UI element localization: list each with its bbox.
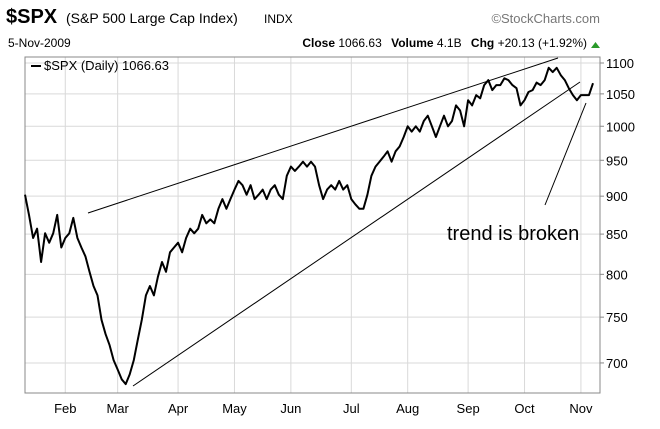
price-line xyxy=(24,66,594,386)
x-tick-label: Mar xyxy=(106,401,129,416)
y-tick-label: 850 xyxy=(606,227,628,242)
x-tick-label: Jun xyxy=(280,401,301,416)
source: ©StockCharts.com xyxy=(491,11,600,26)
exchange: INDX xyxy=(264,12,293,26)
annotation-pointer xyxy=(544,102,587,206)
volume: 4.1B xyxy=(437,36,462,50)
x-tick-label: Sep xyxy=(457,401,480,416)
plot-area xyxy=(25,57,600,393)
symbol: $SPX xyxy=(6,6,58,28)
y-tick-label: 800 xyxy=(606,267,628,282)
chg: +20.13 (+1.92%) xyxy=(498,36,587,50)
y-tick-label: 900 xyxy=(606,189,628,204)
close: 1066.63 xyxy=(338,36,382,50)
date: 5-Nov-2009 xyxy=(8,36,71,50)
x-tick-label: Nov xyxy=(569,401,593,416)
x-tick-label: Feb xyxy=(54,401,76,416)
x-tick-label: Oct xyxy=(514,401,535,416)
x-tick-label: Jul xyxy=(343,401,360,416)
annotation: trend is broken xyxy=(447,223,579,245)
y-tick-label: 750 xyxy=(606,310,628,325)
y-tick-label: 1000 xyxy=(606,119,635,134)
y-tick-label: 1050 xyxy=(606,87,635,102)
up-arrow xyxy=(591,42,600,48)
upper-trendline xyxy=(87,57,559,214)
y-tick-label: 950 xyxy=(606,153,628,168)
y-tick-label: 1100 xyxy=(606,56,634,71)
x-tick-label: May xyxy=(222,401,247,416)
legend-label: $SPX (Daily) 1066.63 xyxy=(44,58,169,73)
chg-label: Chg xyxy=(471,36,494,50)
plot-frame xyxy=(24,56,601,394)
index-name: (S&P 500 Large Cap Index) xyxy=(66,10,238,26)
quote-line: Close 1066.63 Volume 4.1B Chg +20.13 (+1… xyxy=(302,36,587,50)
volume-label: Volume xyxy=(391,36,434,50)
y-tick-label: 700 xyxy=(606,356,628,371)
close-label: Close xyxy=(302,36,335,50)
lower-trendline xyxy=(132,81,581,387)
x-tick-label: Apr xyxy=(168,401,189,416)
x-tick-label: Aug xyxy=(396,401,419,416)
